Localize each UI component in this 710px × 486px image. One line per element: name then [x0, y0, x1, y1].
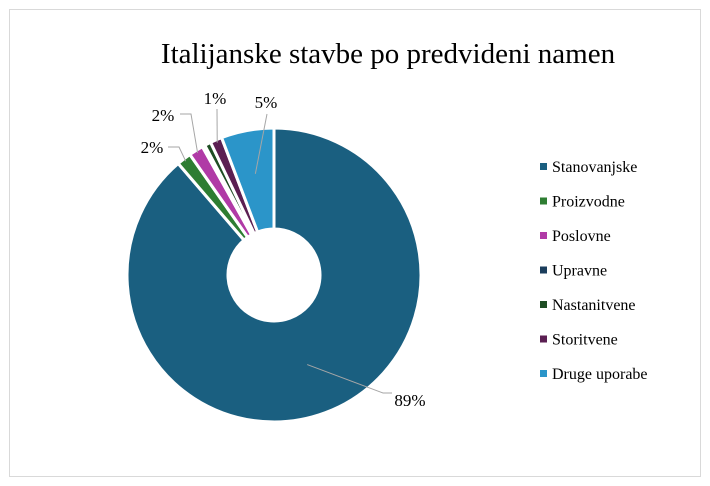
data-label-druge-uporabe: 5% [255, 93, 278, 112]
legend-label-upravne: Upravne [552, 263, 607, 280]
legend-label-stanovanjske: Stanovanjske [552, 159, 637, 176]
chart-title: Italijanske stavbe po predvideni namen [161, 38, 616, 70]
legend-label-druge-uporabe: Druge uporabe [552, 366, 648, 383]
legend-swatch-stanovanjske [540, 163, 547, 170]
slice-stanovanjske [125, 126, 423, 424]
data-label-storitvene: 1% [204, 89, 227, 108]
leader-line-druge-uporabe [254, 113, 268, 174]
legend-swatch-poslovne [540, 232, 547, 239]
legend-label-storitvene: Storitvene [552, 332, 618, 349]
leader-line-proizvodne [168, 146, 187, 162]
data-labels-group: 89% 2% 2% 1% 5% [141, 89, 426, 410]
legend-swatch-druge-uporabe [540, 370, 547, 377]
leader-lines-group [168, 108, 392, 394]
data-label-proizvodne: 2% [141, 138, 164, 157]
legend-swatch-upravne [540, 266, 547, 274]
legend-label-nastanitvene: Nastanitvene [552, 297, 636, 314]
leader-line-stanovanjske [307, 364, 392, 394]
slice-druge-uporabe [220, 126, 276, 234]
leader-line-poslovne [180, 113, 199, 154]
data-label-poslovne: 2% [152, 106, 175, 125]
slices-group [125, 126, 423, 424]
data-label-stanovanjske: 89% [394, 391, 425, 410]
legend-swatch-nastanitvene [540, 301, 547, 308]
legend-swatch-proizvodne [540, 197, 547, 205]
legend-label-poslovne: Poslovne [552, 228, 611, 245]
legend-label-proizvodne: Proizvodne [552, 194, 625, 211]
legend-swatch-storitvene [540, 335, 547, 343]
legend: Stanovanjske Proizvodne Poslovne Upravne Nas… [540, 159, 648, 383]
